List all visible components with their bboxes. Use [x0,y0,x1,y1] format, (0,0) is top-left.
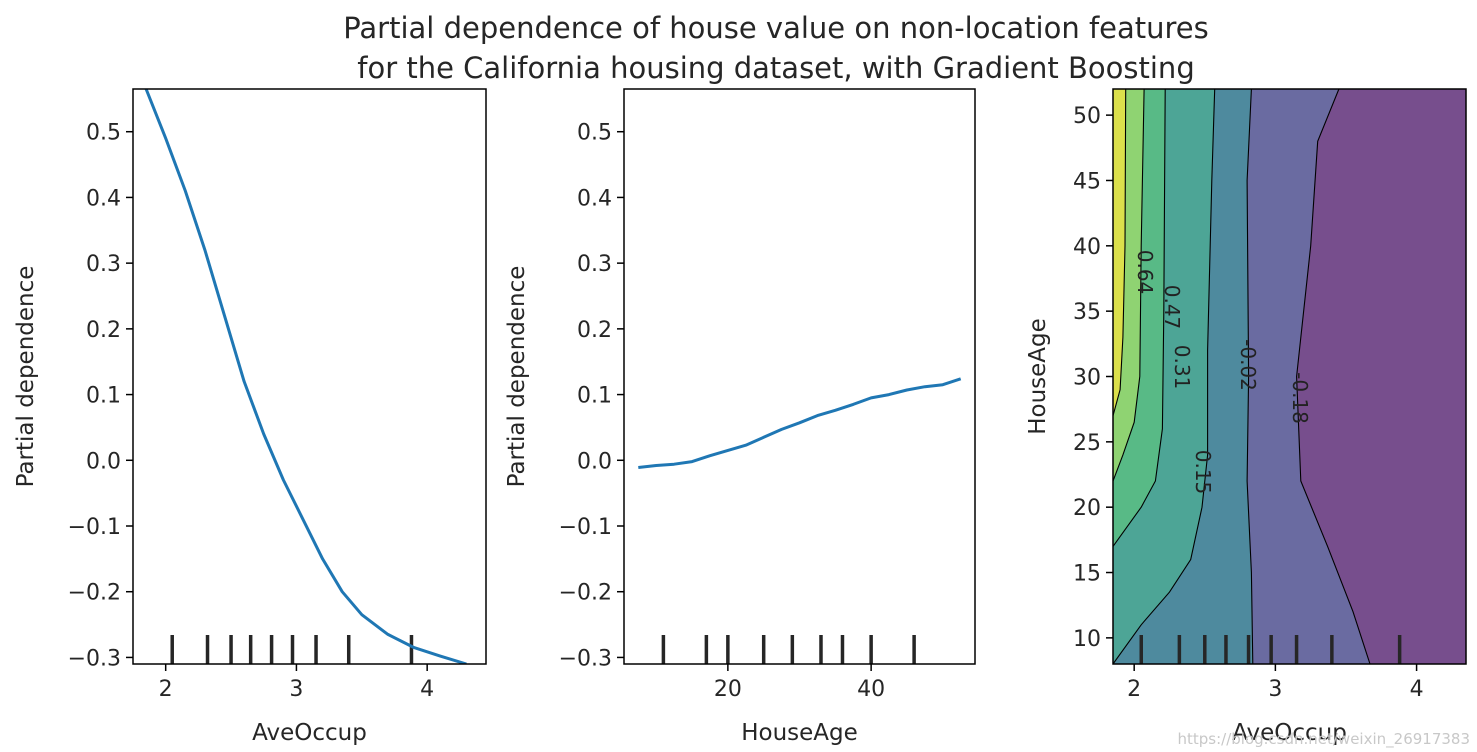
x-tick-label: 2 [159,677,173,702]
contour-line [1246,89,1254,664]
contour-level-label: 0.31 [1170,345,1194,390]
pd-plot-aveoccup: 2 3 4 −0.3 −0.2 −0.1 0.0 0.1 0.2 0.3 0.4 0.5 AveOccu… [13,88,487,746]
y-tick-label: 20 [1073,496,1101,521]
pd-contour-aveoccup-houseage: 0.640.47 0.31 0.15 -0.02 -0.18 2 3 4 10 15 20 25 30 3… [1025,88,1467,746]
y-tick-label: 0.2 [86,318,121,343]
y-tick-label: 0.0 [577,449,612,474]
watermark: https://blog.csdn.net/weixin_26917383 [1177,730,1470,749]
y-tick-label: 50 [1073,104,1101,129]
y-tick-label: 30 [1073,366,1101,391]
y-tick-label: 35 [1073,300,1101,325]
partial-dependence-line [638,377,962,469]
y-tick-label: 40 [1073,235,1101,260]
x-axis-label: AveOccup [252,720,367,746]
y-tick-label: 0.5 [577,121,612,146]
x-tick-label: 4 [1410,677,1424,702]
contour-line [1113,89,1127,416]
y-tick-label: −0.1 [68,515,121,540]
figure-title-line-2: for the California housing dataset, with… [357,51,1194,85]
contour-line [1113,89,1145,482]
x-tick-label: 4 [420,677,434,702]
y-tick-label: −0.2 [559,581,612,606]
partial-dependence-line [144,89,467,664]
axes-frame [623,88,976,665]
x-tick-label: 40 [857,677,885,702]
axes-frame [132,88,487,665]
x-tick-label: 3 [289,677,303,702]
x-tick-label: 2 [1127,677,1141,702]
y-tick-label: 0.1 [577,384,612,409]
x-tick-label: 3 [1268,677,1282,702]
x-axis-label: HouseAge [741,720,858,746]
y-tick-label: 0.0 [86,449,121,474]
y-axis-label: HouseAge [1025,318,1051,435]
y-tick-label: 15 [1073,562,1101,587]
x-axis-label: AveOccup [1232,720,1347,746]
contour-level-label: 0.64 [1133,250,1157,295]
y-tick-label: 0.5 [86,121,121,146]
contour-level-label: 0.15 [1191,450,1215,495]
y-tick-label: −0.3 [559,646,612,671]
y-tick-label: 0.2 [577,318,612,343]
y-axis-label: Partial dependence [13,266,39,488]
x-tick-label: 20 [714,677,742,702]
y-tick-label: −0.1 [559,515,612,540]
figure-title-line-1: Partial dependence of house value on non… [343,11,1209,45]
y-tick-label: 25 [1073,431,1101,456]
y-tick-label: 0.4 [577,186,612,211]
y-axis-label: Partial dependence [504,266,530,488]
contour-level-label: -0.02 [1236,339,1260,391]
y-tick-label: −0.2 [68,581,121,606]
pd-plot-houseage: 20 40 −0.3 −0.2 −0.1 0.0 0.1 0.2 0.3 0.4 0.5 HouseA… [504,88,976,746]
contour-line [1113,89,1166,547]
contour-area: 0.640.47 0.31 0.15 -0.02 -0.18 [1113,89,1466,664]
contour-line [1296,89,1371,664]
contour-level-label: 0.47 [1160,285,1184,330]
y-tick-label: 10 [1073,627,1101,652]
y-tick-label: 0.3 [86,252,121,277]
y-tick-label: 45 [1073,169,1101,194]
y-tick-label: 0.3 [577,252,612,277]
contour-line [1113,89,1216,664]
contour-level-label: -0.18 [1288,372,1312,424]
y-tick-label: −0.3 [68,646,121,671]
y-tick-label: 0.4 [86,186,121,211]
y-tick-label: 0.1 [86,384,121,409]
